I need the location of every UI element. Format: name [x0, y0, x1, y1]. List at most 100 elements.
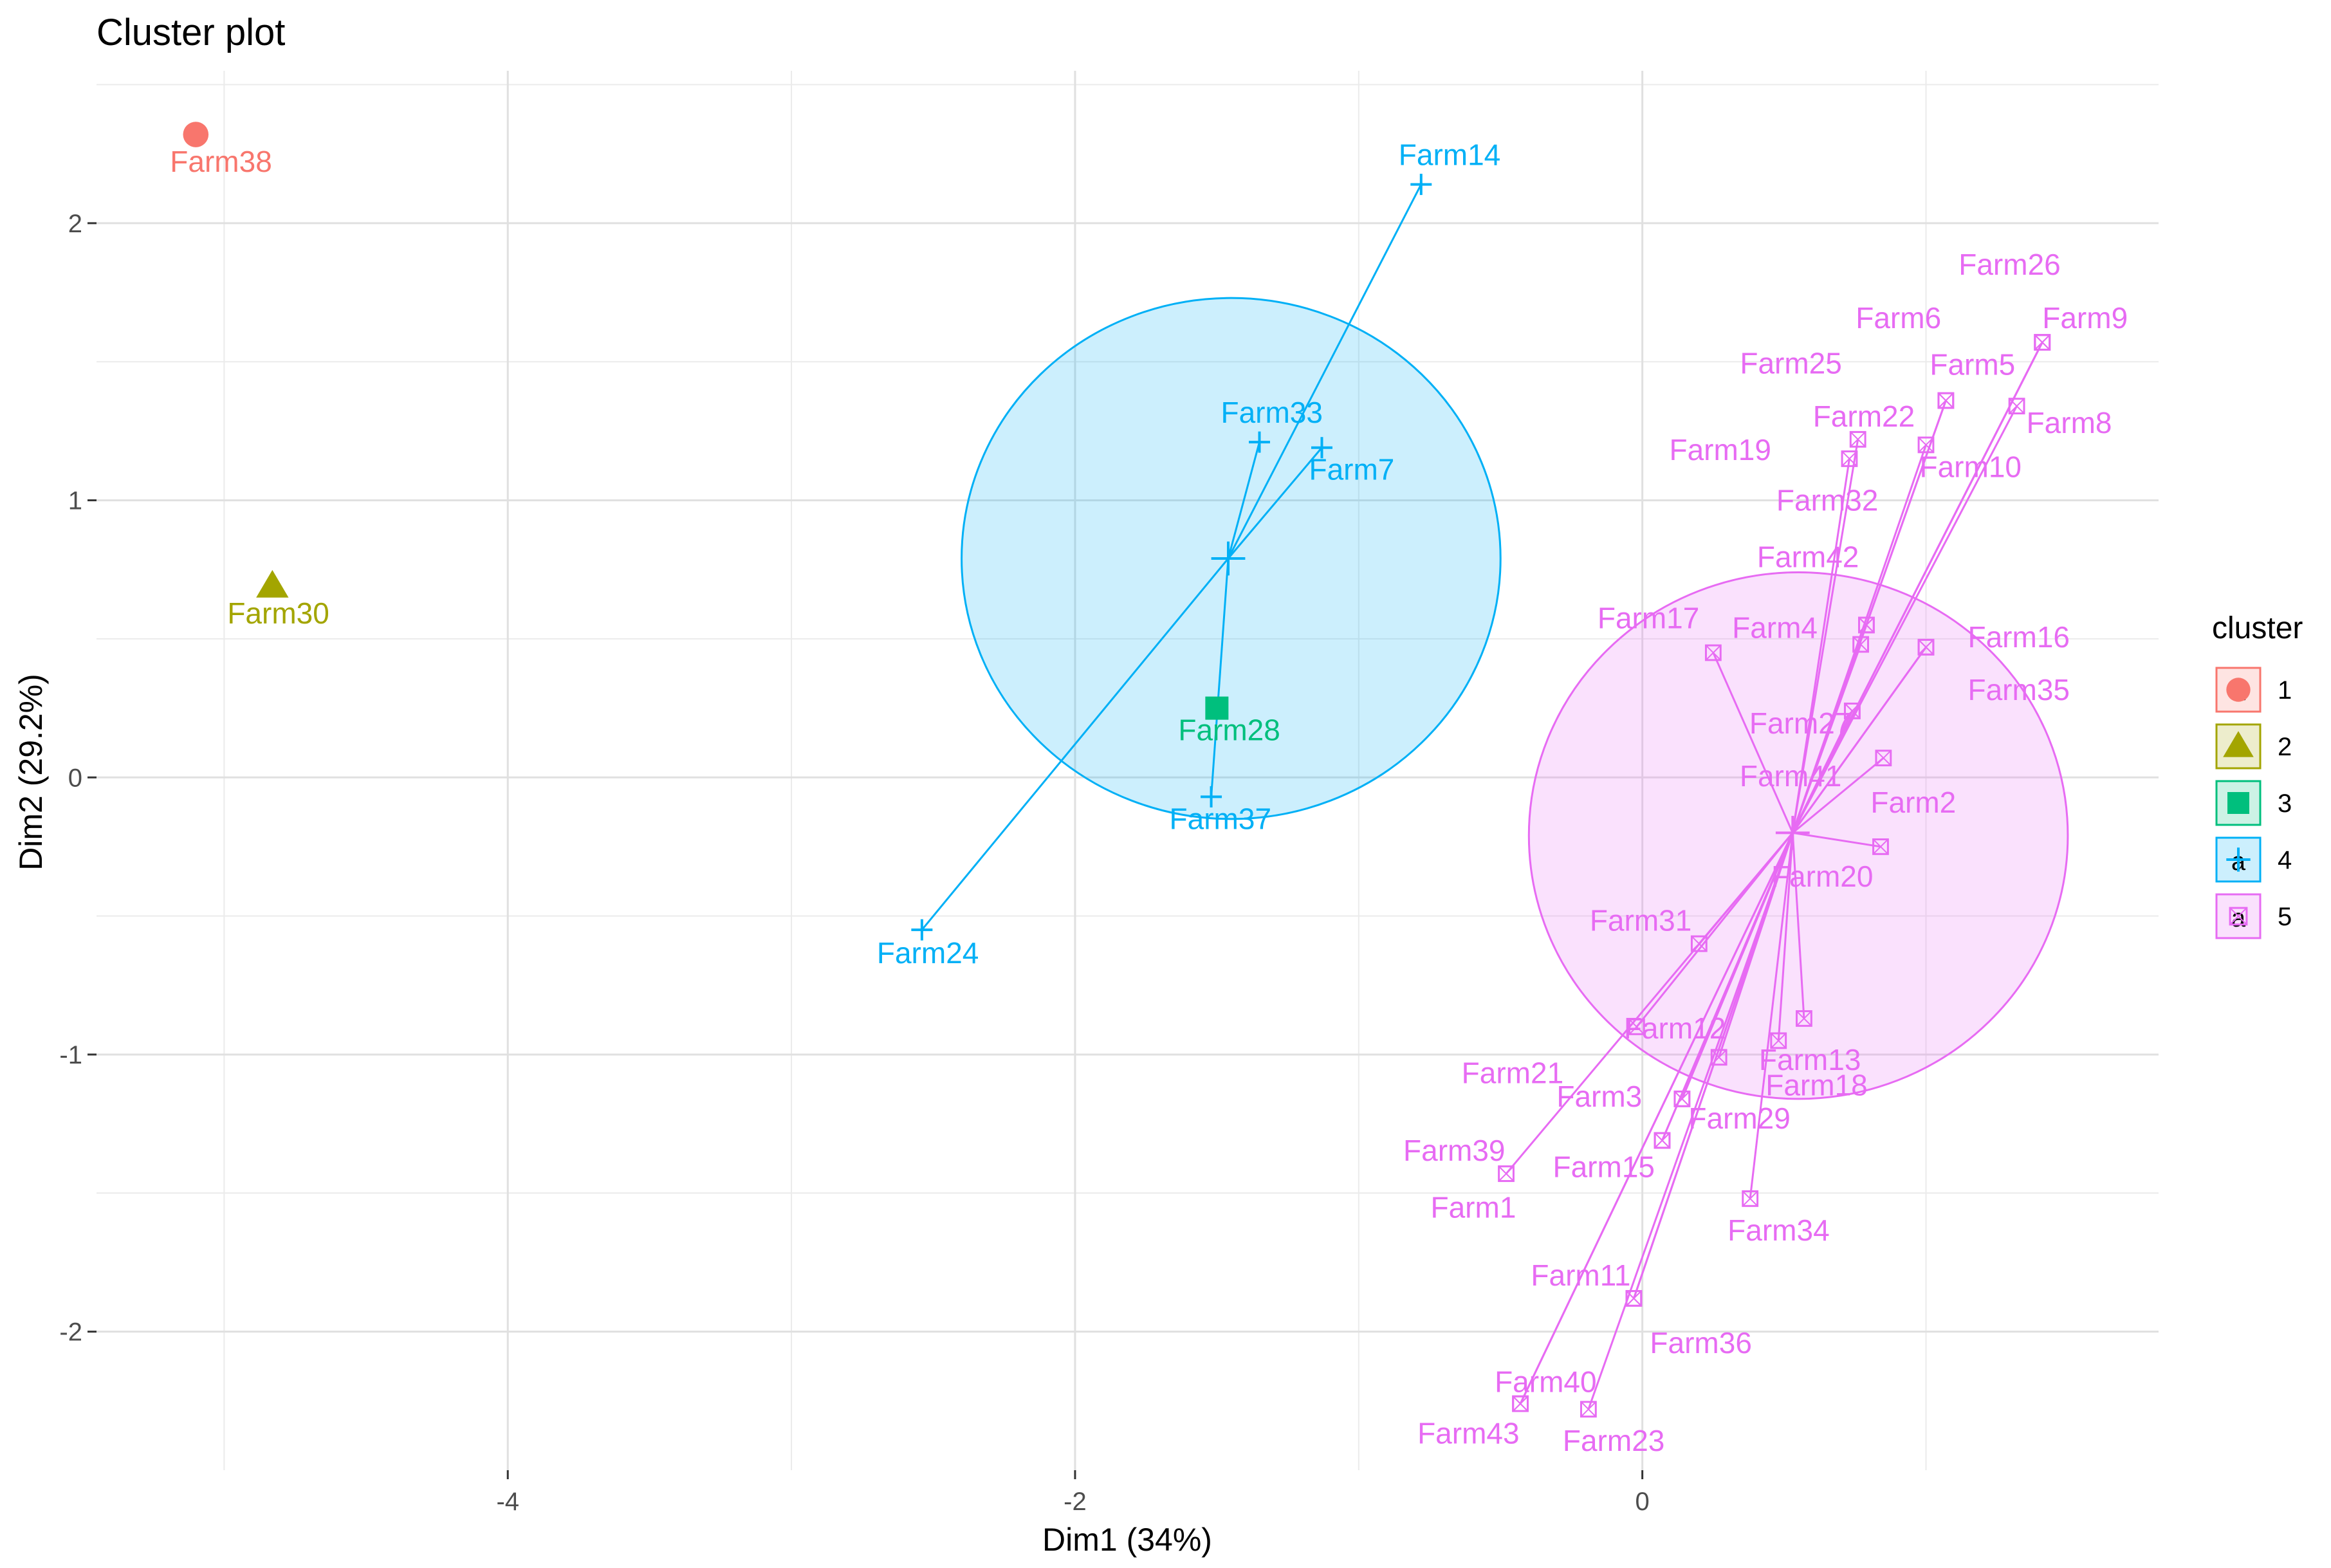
point-farm9 [2034, 334, 2051, 351]
centroid-link [1791, 833, 1805, 1019]
point-label-farm18: Farm18 [1765, 1068, 1867, 1102]
centroid-link [1227, 441, 1260, 559]
point-label-farm39: Farm39 [1403, 1134, 1505, 1167]
point-farm35 [1917, 638, 1935, 656]
centroid-link [1227, 183, 1423, 559]
centroid-link [1791, 644, 1862, 833]
y-tick-label: 2 [68, 210, 82, 238]
point-farm21 [1710, 1049, 1728, 1066]
point-farm10 [1917, 436, 1935, 454]
point-label-farm25: Farm25 [1740, 347, 1841, 380]
point-farm7 [1311, 437, 1332, 459]
point-label-farm23: Farm23 [1563, 1424, 1664, 1457]
point-label-farm22: Farm22 [1813, 400, 1915, 433]
point-farm1 [1654, 1132, 1671, 1149]
point-label-farm4: Farm4 [1732, 611, 1818, 645]
legend: cluster a1a2a3a4a5 [2212, 611, 2303, 939]
y-tick-label: -1 [59, 1041, 82, 1069]
centroid-link [1791, 710, 1854, 834]
legend-marker-2 [2223, 731, 2254, 757]
x-axis-title: Dim1 (34%) [1042, 1522, 1212, 1558]
point-label-farm2: Farm2 [1870, 786, 1956, 819]
point-label-farm16: Farm16 [1968, 620, 2070, 654]
centroid-links [921, 183, 2043, 1410]
point-label-farm7: Farm7 [1309, 453, 1394, 486]
point-farm17 [1704, 644, 1722, 661]
point-farm33 [1248, 431, 1270, 453]
legend-marker-1 [2226, 678, 2251, 702]
point-label-farm31: Farm31 [1590, 904, 1691, 937]
point-label-farm40: Farm40 [1495, 1365, 1596, 1399]
point-label-farm28: Farm28 [1178, 714, 1280, 747]
point-label-farm21: Farm21 [1462, 1056, 1563, 1089]
point-label-farm33: Farm33 [1221, 396, 1322, 429]
point-farm39 [1498, 1165, 1515, 1183]
centroid-cluster-4 [1211, 541, 1246, 576]
centroid-link [1587, 832, 1794, 1410]
point-label-farm10: Farm10 [1920, 450, 2022, 483]
x-tick-label: 0 [1635, 1488, 1650, 1516]
point-label-farm29: Farm29 [1688, 1102, 1790, 1135]
centroid-link [1791, 458, 1850, 833]
point-farm23 [1580, 1401, 1597, 1418]
point-farm30 [256, 569, 289, 598]
point-farm24 [911, 919, 933, 941]
point-label-farm30: Farm30 [227, 596, 329, 630]
y-tick-label: 0 [68, 764, 82, 792]
legend-key-3: a [2215, 780, 2262, 826]
point-label-farm24: Farm24 [877, 936, 979, 970]
point-farm43 [1512, 1395, 1529, 1412]
centroid-link [1777, 833, 1794, 1041]
y-axis-title: Dim2 (29.2%) [13, 674, 49, 871]
centroid-link [1712, 652, 1794, 834]
centroid-cluster-5 [1775, 816, 1810, 850]
point-label-farm12: Farm12 [1624, 1011, 1726, 1045]
point-farm8 [2008, 398, 2025, 415]
legend-marker-3 [2227, 792, 2249, 814]
legend-label-4: 4 [2278, 846, 2292, 874]
point-farm19 [1841, 450, 1858, 467]
point-label-farm43: Farm43 [1417, 1417, 1519, 1450]
point-label-farm20: Farm20 [1771, 860, 1873, 893]
point-label-farm13: Farm13 [1759, 1043, 1861, 1076]
legend-key-4: a [2215, 836, 2262, 883]
x-axis-ticks: -4 -2 0 [496, 1470, 1650, 1516]
centroid-link [1210, 558, 1230, 797]
point-label-farm34: Farm34 [1728, 1213, 1829, 1247]
point-label-farm37: Farm37 [1170, 802, 1271, 835]
data-points [183, 122, 2051, 1418]
centroid-link [1792, 831, 1881, 848]
point-farm22 [1849, 430, 1866, 448]
centroid-link [1505, 832, 1794, 1175]
point-label-farm32: Farm32 [1776, 483, 1878, 517]
point-label-farm11: Farm11 [1531, 1259, 1630, 1292]
point-label-farm41: Farm41 [1740, 759, 1841, 793]
point-label-farm1: Farm1 [1431, 1190, 1516, 1224]
centroid-link [1792, 757, 1884, 834]
point-farm34 [1742, 1190, 1759, 1207]
centroid-link [1791, 405, 2018, 834]
centroid-link [1792, 646, 1927, 834]
point-farm4 [1852, 636, 1870, 653]
chart-title: Cluster plot [97, 12, 285, 53]
legend-marker-5 [2229, 907, 2248, 926]
y-tick-label: -2 [59, 1318, 82, 1347]
centroid-link [1661, 832, 1794, 1141]
legend-label-3: 3 [2278, 789, 2292, 818]
point-farm29 [1673, 1090, 1691, 1107]
centroid-link [1791, 342, 2043, 834]
centroid-link [1519, 832, 1794, 1405]
point-farm31 [1690, 935, 1708, 952]
legend-key-1: a [2215, 667, 2262, 713]
point-label-farm6: Farm6 [1856, 301, 1941, 335]
point-label-farm35: Farm35 [1968, 673, 2070, 706]
point-farm18 [1770, 1032, 1787, 1049]
point-farm28 [1205, 696, 1229, 720]
point-label-farm14: Farm14 [1399, 138, 1500, 172]
point-label-farm42: Farm42 [1757, 540, 1859, 573]
cluster-5-ellipse [1527, 571, 2069, 1100]
point-farm20 [1872, 838, 1889, 855]
centroid-link [921, 558, 1230, 931]
legend-key-2: a [2215, 723, 2262, 770]
point-labels: Farm38 Farm30 Farm28 Farm14 Farm33 Farm7 Farm3… [170, 138, 2128, 1458]
